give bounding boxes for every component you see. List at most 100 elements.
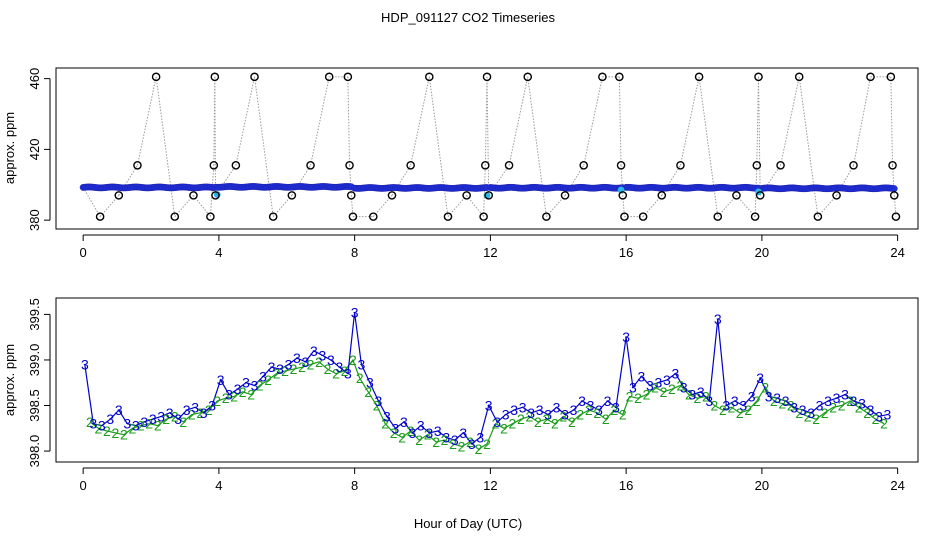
series-3-point: 3 bbox=[561, 407, 569, 423]
series-2-point: 2 bbox=[95, 420, 103, 436]
series-2-point: 2 bbox=[660, 384, 668, 400]
series-3-point: 3 bbox=[106, 411, 114, 427]
x-tick-label: 4 bbox=[215, 478, 222, 493]
ring-point bbox=[776, 161, 785, 170]
series-2-point: 2 bbox=[341, 363, 349, 379]
series-2-point: 2 bbox=[542, 411, 550, 427]
series-2-point: 2 bbox=[643, 387, 651, 403]
series-2-point: 2 bbox=[576, 407, 584, 423]
series-3-point: 3 bbox=[408, 425, 416, 441]
ring-point bbox=[618, 191, 628, 200]
top-connector-line bbox=[508, 76, 529, 166]
series-3-point: 3 bbox=[544, 407, 552, 423]
series-2-line bbox=[89, 358, 885, 450]
series-3-point: 3 bbox=[251, 377, 259, 393]
ring-point bbox=[794, 72, 804, 82]
top-panel: 0 4 8 12 16 20 24 380 420 460 approx. ppm bbox=[2, 67, 919, 260]
series-3-point: 3 bbox=[174, 411, 182, 427]
series-3-point: 3 bbox=[604, 393, 612, 409]
x-tick-label: 20 bbox=[755, 478, 769, 493]
ring-point bbox=[888, 161, 897, 170]
series-3-point: 3 bbox=[166, 405, 174, 421]
series-2-point: 2 bbox=[863, 405, 871, 421]
ring-point bbox=[95, 212, 105, 221]
series-2-point: 2 bbox=[256, 377, 264, 393]
series-2-point: 2 bbox=[736, 405, 744, 421]
x-tick-label: 24 bbox=[890, 245, 904, 260]
series-3-point: 3 bbox=[731, 393, 739, 409]
series-2-point: 2 bbox=[551, 416, 559, 432]
series-2-point: 2 bbox=[804, 408, 812, 424]
ring-point bbox=[348, 212, 358, 221]
series-3-point: 3 bbox=[884, 407, 892, 423]
ring-point bbox=[479, 212, 488, 221]
series-2-point: 2 bbox=[677, 377, 685, 393]
series-2-point: 2 bbox=[492, 416, 500, 432]
ring-point bbox=[732, 191, 741, 200]
series-3-point: 3 bbox=[400, 414, 408, 430]
series-2-point: 2 bbox=[846, 393, 854, 409]
series-3-point: 3 bbox=[807, 405, 815, 421]
series-3-point: 3 bbox=[302, 354, 310, 370]
series-3-point: 3 bbox=[697, 384, 705, 400]
series-3-point: 3 bbox=[595, 402, 603, 418]
ring-point bbox=[170, 212, 180, 221]
top-connector-line bbox=[136, 76, 157, 166]
ring-point bbox=[560, 191, 570, 200]
ring-point bbox=[849, 161, 858, 170]
series-2-point: 2 bbox=[727, 399, 735, 415]
top-connector-line bbox=[209, 165, 215, 217]
series-2-point: 2 bbox=[821, 405, 829, 421]
series-2-point: 2 bbox=[770, 393, 778, 409]
series-3-point: 3 bbox=[622, 329, 630, 345]
series-3-point: 3 bbox=[351, 305, 359, 321]
series-2-point: 2 bbox=[154, 418, 162, 434]
series-2-point: 2 bbox=[872, 411, 880, 427]
series-2-point: 2 bbox=[441, 432, 449, 448]
series-3-point: 3 bbox=[502, 407, 510, 423]
series-2-point: 2 bbox=[373, 398, 381, 414]
series-2-point: 2 bbox=[559, 408, 567, 424]
ring-point bbox=[482, 72, 492, 82]
top-connector-line bbox=[780, 76, 800, 166]
series-2-point: 2 bbox=[585, 402, 593, 418]
top-connector-line bbox=[483, 165, 486, 217]
series-2-point: 2 bbox=[812, 411, 820, 427]
series-2-point: 2 bbox=[855, 399, 863, 415]
series-2-point: 2 bbox=[128, 420, 136, 436]
series-2-point: 2 bbox=[179, 414, 187, 430]
top-connector-line bbox=[679, 76, 700, 166]
series-3-point: 3 bbox=[217, 372, 225, 388]
series-2-point: 2 bbox=[795, 405, 803, 421]
series-2-point: 2 bbox=[171, 408, 179, 424]
series-3-point: 3 bbox=[344, 366, 352, 382]
series-3-point: 3 bbox=[268, 359, 276, 375]
ring-point bbox=[206, 212, 215, 221]
top-plot-frame bbox=[55, 67, 919, 230]
series-3-point: 3 bbox=[765, 388, 773, 404]
top-connector-line bbox=[527, 76, 547, 217]
series-2-point: 2 bbox=[458, 439, 466, 455]
x-tick-label: 16 bbox=[619, 245, 633, 260]
top-connector-line bbox=[82, 187, 101, 217]
ring-point bbox=[620, 212, 629, 221]
series-3-point: 3 bbox=[476, 429, 484, 445]
ring-point bbox=[752, 161, 762, 170]
x-tick-label: 20 bbox=[755, 245, 769, 260]
series-3-point: 3 bbox=[867, 402, 875, 418]
series-3-point: 3 bbox=[705, 393, 713, 409]
bottom-y-axis: 398.0 398.5 399.0 399.5 bbox=[27, 298, 51, 467]
top-connector-line bbox=[310, 76, 330, 166]
series-2-point: 2 bbox=[787, 398, 795, 414]
series-3-point: 3 bbox=[646, 377, 654, 393]
top-connector-line bbox=[583, 76, 603, 166]
chart-title: HDP_091127 CO2 Timeseries bbox=[381, 10, 555, 25]
top-connector-line bbox=[235, 76, 256, 166]
ring-point bbox=[866, 72, 875, 82]
series-3-point: 3 bbox=[123, 416, 131, 432]
series-3-point: 3 bbox=[451, 432, 459, 448]
ring-point bbox=[324, 72, 334, 82]
x-tick-label: 16 bbox=[619, 478, 633, 493]
series-2-point: 2 bbox=[222, 390, 230, 406]
